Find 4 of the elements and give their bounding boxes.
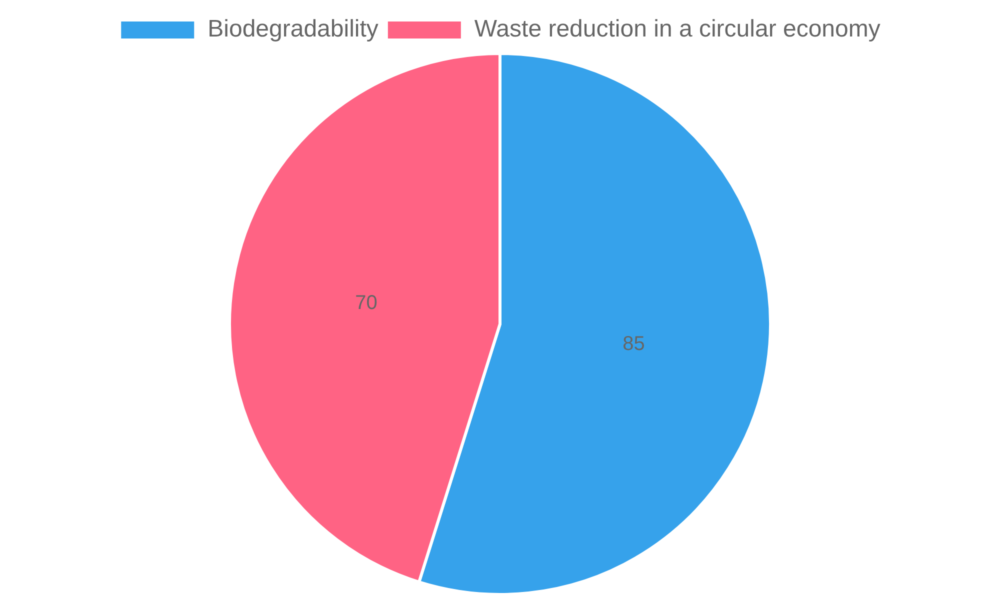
data-label: 85	[622, 332, 645, 355]
legend-label: Waste reduction in a circular economy	[474, 16, 880, 43]
data-label: 70	[355, 292, 378, 314]
legend-label: Biodegradability	[208, 16, 378, 43]
